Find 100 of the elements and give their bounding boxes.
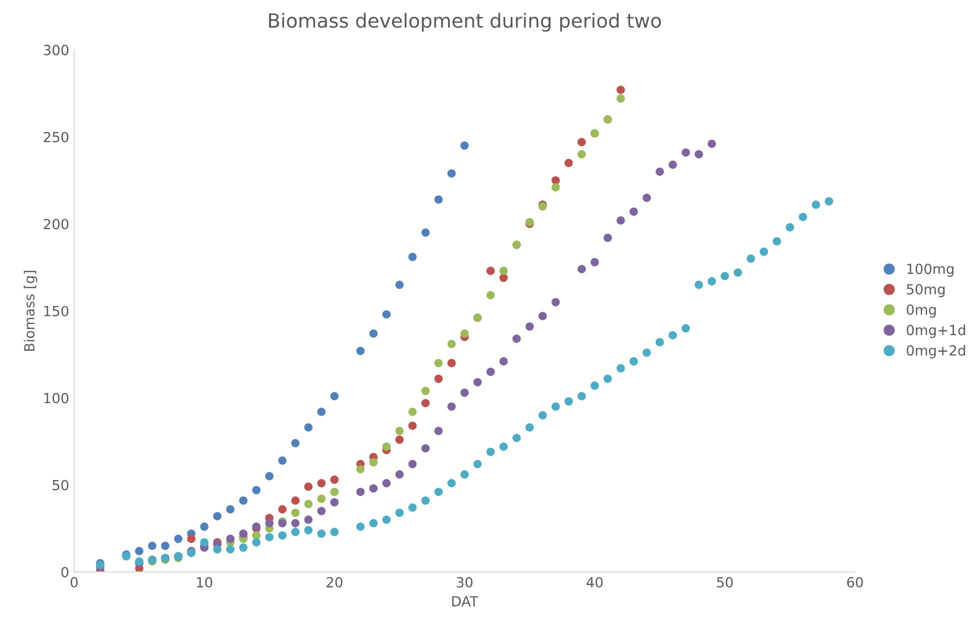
point: [252, 538, 261, 546]
point: [499, 357, 508, 366]
point: [291, 508, 300, 517]
point: [369, 519, 378, 528]
x-tick-label: 20: [326, 577, 342, 588]
point: [356, 465, 365, 474]
point: [772, 237, 782, 246]
point: [578, 264, 586, 274]
point: [226, 505, 235, 514]
legend-label: 100mg: [907, 264, 954, 277]
point: [382, 516, 391, 524]
y-tick-label: 200: [44, 218, 68, 230]
x-tick-label: 60: [847, 577, 863, 588]
point: [239, 543, 248, 552]
point: [395, 470, 404, 479]
point: [434, 195, 443, 204]
point: [395, 280, 404, 289]
legend-label: 50mg: [906, 284, 945, 298]
legend-label: 0mg+2d: [906, 344, 966, 358]
point: [447, 402, 456, 411]
point: [330, 392, 339, 400]
point: [590, 258, 599, 266]
point: [408, 422, 417, 430]
point: [330, 498, 339, 506]
point: [317, 506, 326, 516]
point: [708, 140, 716, 148]
point: [590, 382, 599, 390]
point: [578, 138, 586, 146]
point: [604, 374, 612, 383]
y-tick-label: 100: [44, 392, 68, 404]
point: [642, 194, 651, 202]
point: [616, 216, 625, 225]
point: [330, 476, 339, 484]
point: [538, 411, 547, 420]
point: [330, 488, 339, 496]
point: [460, 388, 469, 397]
point: [252, 486, 261, 494]
point: [265, 532, 274, 542]
point: [382, 478, 391, 488]
point: [746, 254, 756, 263]
y-tick-label: 0: [61, 566, 68, 578]
point: [369, 329, 378, 338]
point: [552, 183, 560, 192]
point: [304, 500, 313, 508]
point: [330, 528, 339, 536]
point: [460, 470, 469, 479]
point: [434, 488, 443, 496]
point: [317, 408, 326, 416]
point: [604, 234, 612, 242]
point: [486, 266, 495, 276]
point: [408, 503, 417, 512]
point: [708, 277, 716, 286]
point: [408, 408, 417, 416]
point: [486, 368, 495, 376]
point: [642, 348, 651, 357]
point: [486, 291, 495, 300]
point: [421, 386, 430, 396]
point: [473, 460, 482, 468]
point: [226, 534, 235, 544]
point: [200, 538, 208, 546]
point: [720, 272, 730, 280]
point: [616, 86, 625, 94]
point: [278, 456, 287, 465]
point: [369, 484, 378, 493]
point: [668, 160, 677, 169]
point: [408, 252, 417, 262]
point: [187, 534, 196, 544]
point: [434, 426, 443, 436]
point: [694, 280, 703, 289]
point: [552, 176, 560, 185]
point: [578, 392, 586, 400]
point: [656, 338, 664, 346]
point: [200, 522, 208, 531]
point: [382, 442, 391, 451]
point: [304, 526, 313, 534]
point: [734, 268, 742, 277]
point: [434, 374, 443, 383]
point: [356, 346, 365, 356]
x-tick-label: 0: [70, 577, 78, 588]
x-axis-title: DAT: [452, 596, 478, 606]
point: [447, 478, 456, 488]
y-tick-label: 50: [52, 480, 68, 490]
point: [525, 423, 534, 432]
point: [616, 94, 625, 103]
chart-title: Biomass development during period two: [269, 12, 661, 32]
point: [356, 488, 365, 496]
legend-label: 0mg+1d: [906, 324, 966, 338]
point: [812, 200, 820, 209]
point: [486, 448, 495, 456]
y-tick-label: 300: [44, 44, 68, 56]
x-tick-label: 40: [586, 577, 603, 588]
point: [460, 329, 469, 338]
point: [304, 482, 313, 491]
point: [512, 334, 521, 343]
point: [408, 460, 417, 468]
point: [499, 442, 508, 451]
point: [395, 426, 404, 436]
y-axis-title: Biomass [g]: [24, 270, 38, 351]
point: [682, 148, 690, 157]
point: [552, 402, 560, 411]
